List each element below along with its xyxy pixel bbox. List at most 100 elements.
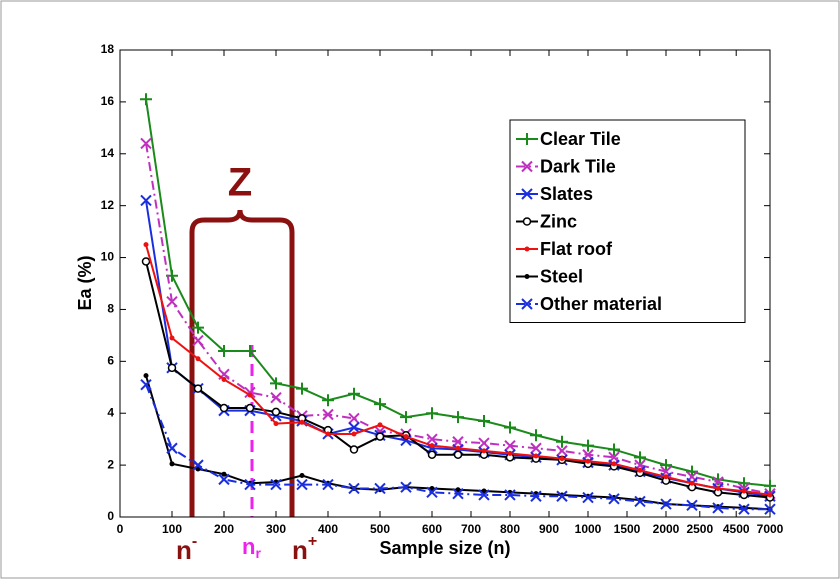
marker-shape bbox=[349, 445, 359, 454]
marker bbox=[195, 356, 201, 362]
legend-label: Clear Tile bbox=[540, 129, 621, 149]
marker bbox=[660, 459, 672, 472]
marker bbox=[764, 503, 776, 515]
marker bbox=[270, 377, 282, 390]
marker-shape bbox=[453, 450, 463, 459]
marker bbox=[663, 474, 669, 480]
marker bbox=[426, 407, 438, 420]
marker-shape bbox=[521, 160, 533, 173]
marker bbox=[296, 478, 308, 491]
marker bbox=[738, 503, 750, 515]
marker-shape bbox=[244, 478, 256, 491]
zone-bracket bbox=[189, 209, 295, 517]
marker-shape bbox=[426, 407, 438, 420]
y-tick-label: 8 bbox=[107, 302, 114, 316]
marker-shape bbox=[348, 412, 360, 425]
y-tick-label: 0 bbox=[107, 509, 114, 523]
y-tick-label: 16 bbox=[101, 94, 115, 108]
marker bbox=[521, 133, 533, 145]
marker-shape bbox=[271, 407, 281, 417]
marker bbox=[556, 490, 568, 502]
marker bbox=[270, 478, 282, 491]
marker-shape bbox=[522, 217, 532, 226]
marker-shape bbox=[429, 443, 435, 449]
marker-shape bbox=[521, 188, 533, 200]
n-plus-label: n+ bbox=[292, 533, 317, 565]
marker bbox=[349, 445, 359, 454]
n-r-label: nr bbox=[242, 534, 261, 561]
marker bbox=[167, 363, 177, 373]
marker bbox=[348, 412, 360, 425]
marker-shape bbox=[143, 373, 149, 379]
marker-shape bbox=[400, 481, 412, 493]
marker bbox=[521, 160, 533, 173]
n-r-sub: r bbox=[255, 545, 261, 561]
marker-shape bbox=[533, 453, 539, 459]
marker bbox=[400, 481, 412, 493]
marker bbox=[455, 445, 461, 451]
y-tick-label: 12 bbox=[101, 198, 115, 212]
marker-shape bbox=[400, 411, 412, 424]
marker bbox=[374, 398, 386, 411]
marker bbox=[504, 421, 516, 434]
marker-shape bbox=[348, 387, 360, 400]
marker-shape bbox=[478, 437, 490, 449]
marker bbox=[403, 434, 409, 440]
marker bbox=[351, 431, 357, 437]
x-tick-label: 500 bbox=[370, 522, 390, 536]
marker bbox=[169, 461, 175, 467]
marker bbox=[478, 415, 490, 428]
marker-shape bbox=[608, 443, 620, 456]
marker bbox=[429, 443, 435, 449]
n-minus-base: n bbox=[176, 535, 192, 565]
marker-shape bbox=[530, 429, 542, 442]
marker bbox=[478, 489, 490, 501]
marker-shape bbox=[715, 485, 721, 491]
marker-shape bbox=[452, 411, 464, 424]
x-tick-label: 100 bbox=[162, 522, 182, 536]
marker-shape bbox=[481, 448, 487, 454]
legend-label: Other material bbox=[540, 294, 662, 314]
marker bbox=[689, 480, 695, 486]
marker bbox=[247, 392, 253, 398]
marker-shape bbox=[530, 442, 542, 454]
marker bbox=[325, 431, 331, 437]
marker-shape bbox=[351, 431, 357, 437]
zone-label: Z bbox=[228, 161, 252, 205]
marker bbox=[582, 439, 594, 452]
marker bbox=[296, 382, 308, 395]
marker-shape bbox=[374, 482, 386, 495]
marker-shape bbox=[521, 298, 533, 310]
marker bbox=[426, 486, 438, 499]
marker-shape bbox=[556, 490, 568, 502]
marker bbox=[585, 458, 591, 464]
marker bbox=[453, 450, 463, 459]
marker bbox=[660, 498, 672, 510]
legend-label: Flat roof bbox=[540, 239, 613, 259]
marker-shape bbox=[660, 459, 672, 472]
y-tick-label: 6 bbox=[107, 354, 114, 368]
marker-shape bbox=[478, 415, 490, 428]
y-tick-label: 2 bbox=[107, 457, 114, 471]
marker-shape bbox=[559, 456, 565, 462]
marker-shape bbox=[167, 363, 177, 373]
marker-shape bbox=[348, 421, 360, 434]
marker bbox=[530, 490, 542, 502]
marker-shape bbox=[585, 458, 591, 464]
marker-shape bbox=[582, 439, 594, 452]
marker-shape bbox=[218, 473, 230, 486]
legend-label: Slates bbox=[540, 184, 593, 204]
legend: Clear Tile Dark Tile Slates Zinc Flat roof St… bbox=[509, 119, 746, 323]
x-tick-label: 0 bbox=[117, 522, 124, 536]
marker-shape bbox=[426, 486, 438, 499]
x-tick-label: 1500 bbox=[614, 522, 641, 536]
marker bbox=[299, 472, 305, 478]
marker-shape bbox=[712, 502, 724, 514]
marker bbox=[507, 450, 513, 456]
marker-shape bbox=[377, 422, 383, 428]
marker bbox=[634, 451, 646, 464]
marker bbox=[270, 391, 282, 404]
n-plus-base: n bbox=[292, 535, 308, 565]
marker-shape bbox=[741, 488, 747, 494]
marker bbox=[582, 491, 594, 504]
